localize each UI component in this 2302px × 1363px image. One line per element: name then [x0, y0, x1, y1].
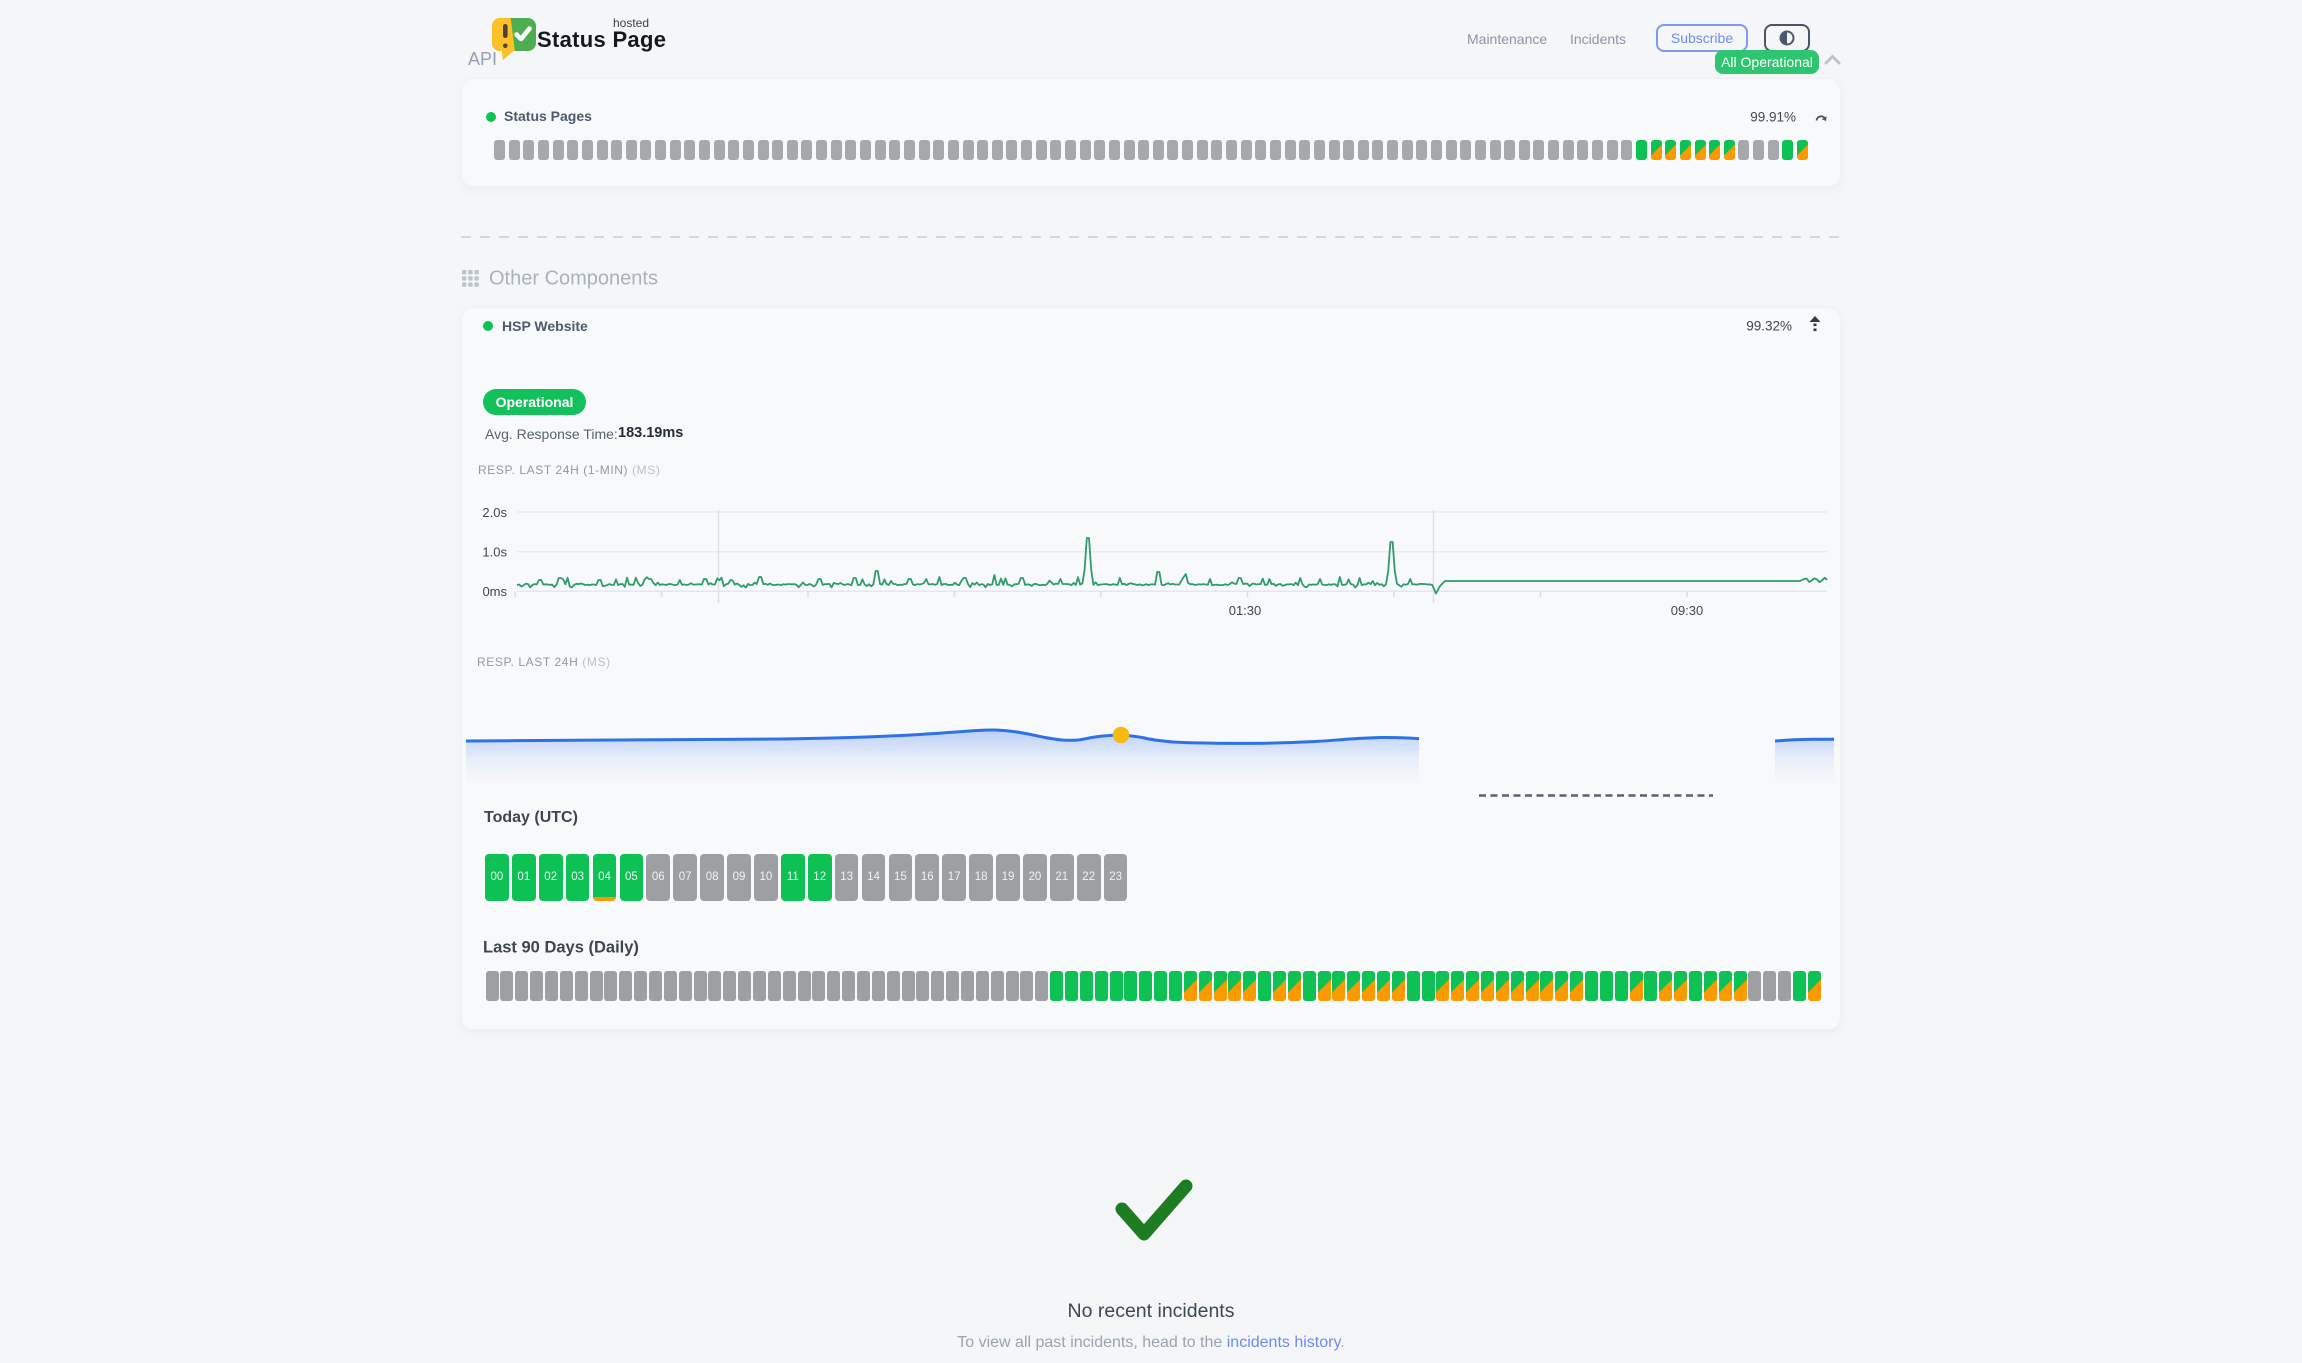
svg-text:2.0s: 2.0s — [482, 505, 507, 520]
svg-text:01:30: 01:30 — [1229, 603, 1262, 618]
svg-text:1.0s: 1.0s — [482, 545, 507, 560]
svg-text:09:30: 09:30 — [1671, 603, 1704, 618]
svg-text:0ms: 0ms — [482, 584, 507, 599]
